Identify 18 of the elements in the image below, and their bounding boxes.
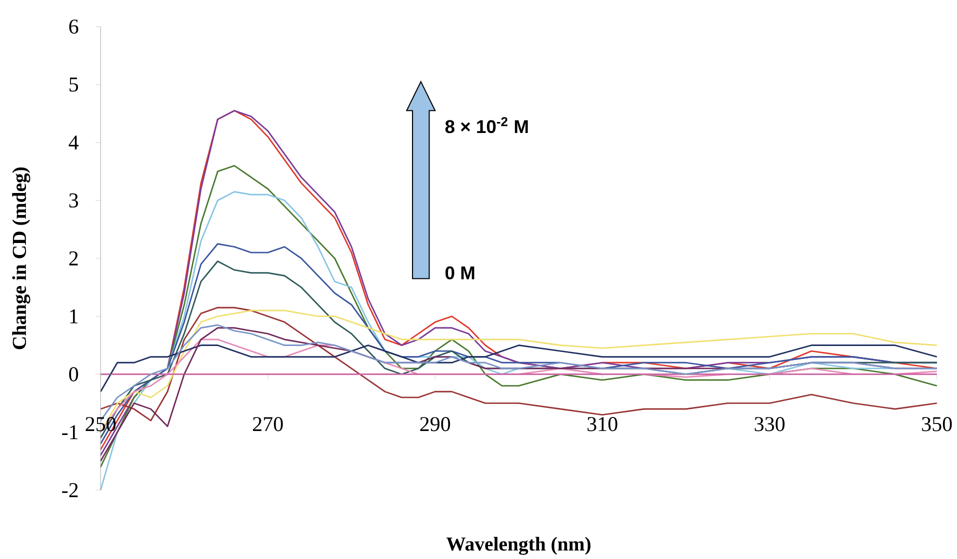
y-tick-label: 2 (69, 251, 78, 266)
y-tick-label: 3 (69, 193, 78, 208)
x-tick-label: 310 (588, 416, 618, 432)
y-axis-title: Change in CD (mdeg) (12, 167, 30, 350)
y-tick-label: 4 (68, 135, 79, 150)
y-tick-label: 1 (70, 309, 78, 324)
x-tick-label: 270 (252, 416, 283, 432)
x-tick-label: 290 (420, 416, 450, 432)
y-tick-label: -2 (62, 483, 78, 497)
y-tick-label: 0 (69, 367, 78, 382)
x-tick-label: 330 (754, 416, 785, 432)
x-axis-title: Wavelength (nm) (446, 536, 590, 555)
y-tick-label: 6 (69, 19, 78, 34)
annotation: 0 M (445, 266, 474, 280)
y-tick-label: 5 (70, 77, 78, 92)
x-tick-label: 350 (922, 416, 952, 432)
annotation: 8 × 10$^{-2}$ M (445, 116, 528, 134)
y-tick-label: -1 (62, 425, 78, 439)
